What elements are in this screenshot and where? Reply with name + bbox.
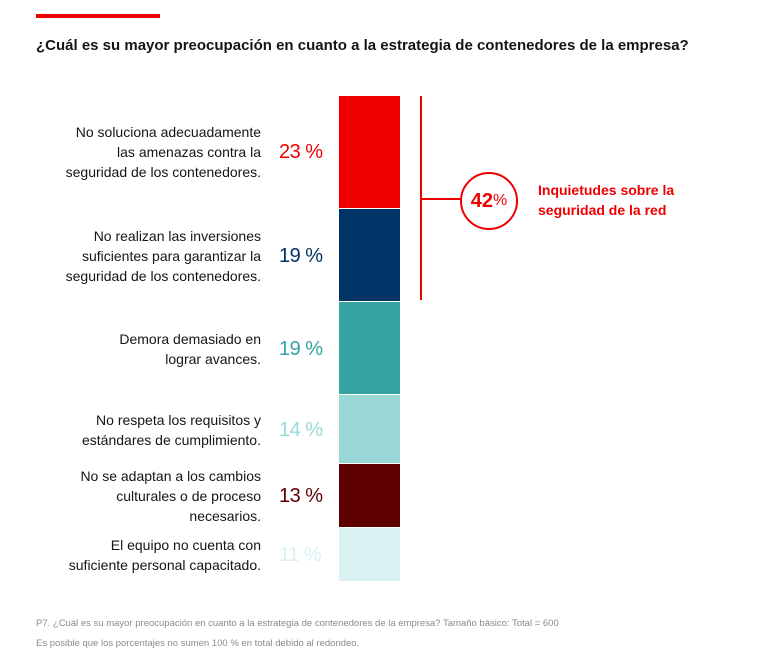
- value-label: 13 %: [279, 485, 323, 508]
- bar-segment: [339, 528, 400, 581]
- annotation-total-value: 42: [470, 189, 493, 212]
- category-label: No soluciona adecuadamente las amenazas …: [65, 124, 261, 181]
- value-label: 19 %: [279, 337, 323, 360]
- category-label: El equipo no cuenta con suficiente perso…: [68, 537, 261, 573]
- annotation-label: Inquietudes sobre la seguridad de la red: [538, 182, 675, 218]
- bar-segment: [339, 464, 400, 527]
- footnote-rounding: Es posible que los porcentajes no sumen …: [36, 638, 360, 649]
- bar-segment: [339, 302, 400, 395]
- category-label: Demora demasiado en lograr avances.: [119, 330, 261, 367]
- bar-segment: [339, 208, 400, 302]
- bar-segment: [339, 395, 400, 464]
- annotation-connector: [421, 198, 461, 200]
- footnote-question: P7. ¿Cuál es su mayor preocupación en cu…: [36, 618, 559, 629]
- value-label: 14 %: [279, 418, 323, 441]
- annotation-total-circle: 42%: [460, 172, 518, 230]
- value-label: 19 %: [279, 244, 323, 267]
- bar-segment: [339, 96, 400, 208]
- category-label: No realizan las inversiones suficientes …: [65, 227, 261, 284]
- category-label: No se adaptan a los cambios culturales o…: [80, 468, 261, 525]
- category-label: No respeta los requisitos y estándares d…: [82, 411, 261, 448]
- chart-title: ¿Cuál es su mayor preocupación en cuanto…: [36, 37, 689, 54]
- value-label: 11 %: [279, 544, 322, 566]
- annotation-total-suffix: %: [493, 192, 508, 209]
- value-label: 23 %: [279, 141, 323, 164]
- accent-rule: [36, 14, 160, 18]
